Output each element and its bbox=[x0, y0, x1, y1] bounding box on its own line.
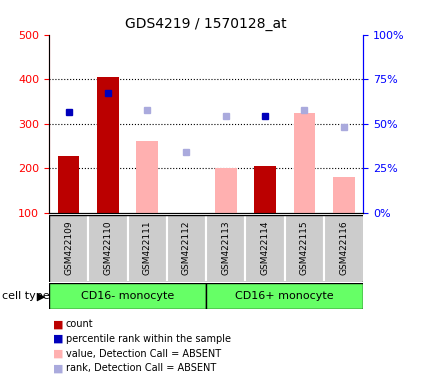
Bar bbox=[254, 166, 276, 213]
Text: GSM422109: GSM422109 bbox=[64, 220, 73, 275]
Text: GSM422115: GSM422115 bbox=[300, 220, 309, 275]
Text: GSM422116: GSM422116 bbox=[339, 220, 348, 275]
Title: GDS4219 / 1570128_at: GDS4219 / 1570128_at bbox=[125, 17, 287, 31]
Text: GSM422111: GSM422111 bbox=[143, 220, 152, 275]
Text: percentile rank within the sample: percentile rank within the sample bbox=[66, 334, 231, 344]
Bar bbox=[88, 215, 128, 282]
Bar bbox=[294, 113, 315, 213]
Bar bbox=[176, 213, 197, 253]
Text: ■: ■ bbox=[53, 334, 64, 344]
Bar bbox=[167, 215, 206, 282]
Text: value, Detection Call = ABSENT: value, Detection Call = ABSENT bbox=[66, 349, 221, 359]
Text: GSM422113: GSM422113 bbox=[221, 220, 230, 275]
Bar bbox=[128, 215, 167, 282]
Text: CD16- monocyte: CD16- monocyte bbox=[81, 291, 174, 301]
Text: GSM422114: GSM422114 bbox=[261, 220, 269, 275]
Bar bbox=[97, 77, 119, 213]
Bar bbox=[324, 215, 363, 282]
Bar bbox=[49, 283, 206, 309]
Text: ■: ■ bbox=[53, 319, 64, 329]
Bar bbox=[58, 156, 79, 213]
Text: ▶: ▶ bbox=[37, 291, 45, 301]
Text: ■: ■ bbox=[53, 363, 64, 373]
Text: cell type: cell type bbox=[2, 291, 50, 301]
Bar bbox=[245, 215, 285, 282]
Bar bbox=[285, 215, 324, 282]
Bar bbox=[49, 215, 88, 282]
Text: GSM422110: GSM422110 bbox=[103, 220, 112, 275]
Bar bbox=[206, 215, 245, 282]
Bar bbox=[215, 169, 237, 213]
Bar bbox=[136, 141, 158, 213]
Text: ■: ■ bbox=[53, 349, 64, 359]
Text: CD16+ monocyte: CD16+ monocyte bbox=[235, 291, 334, 301]
Text: count: count bbox=[66, 319, 94, 329]
Bar bbox=[333, 177, 354, 213]
Text: rank, Detection Call = ABSENT: rank, Detection Call = ABSENT bbox=[66, 363, 216, 373]
Text: GSM422112: GSM422112 bbox=[182, 220, 191, 275]
Bar bbox=[206, 283, 363, 309]
